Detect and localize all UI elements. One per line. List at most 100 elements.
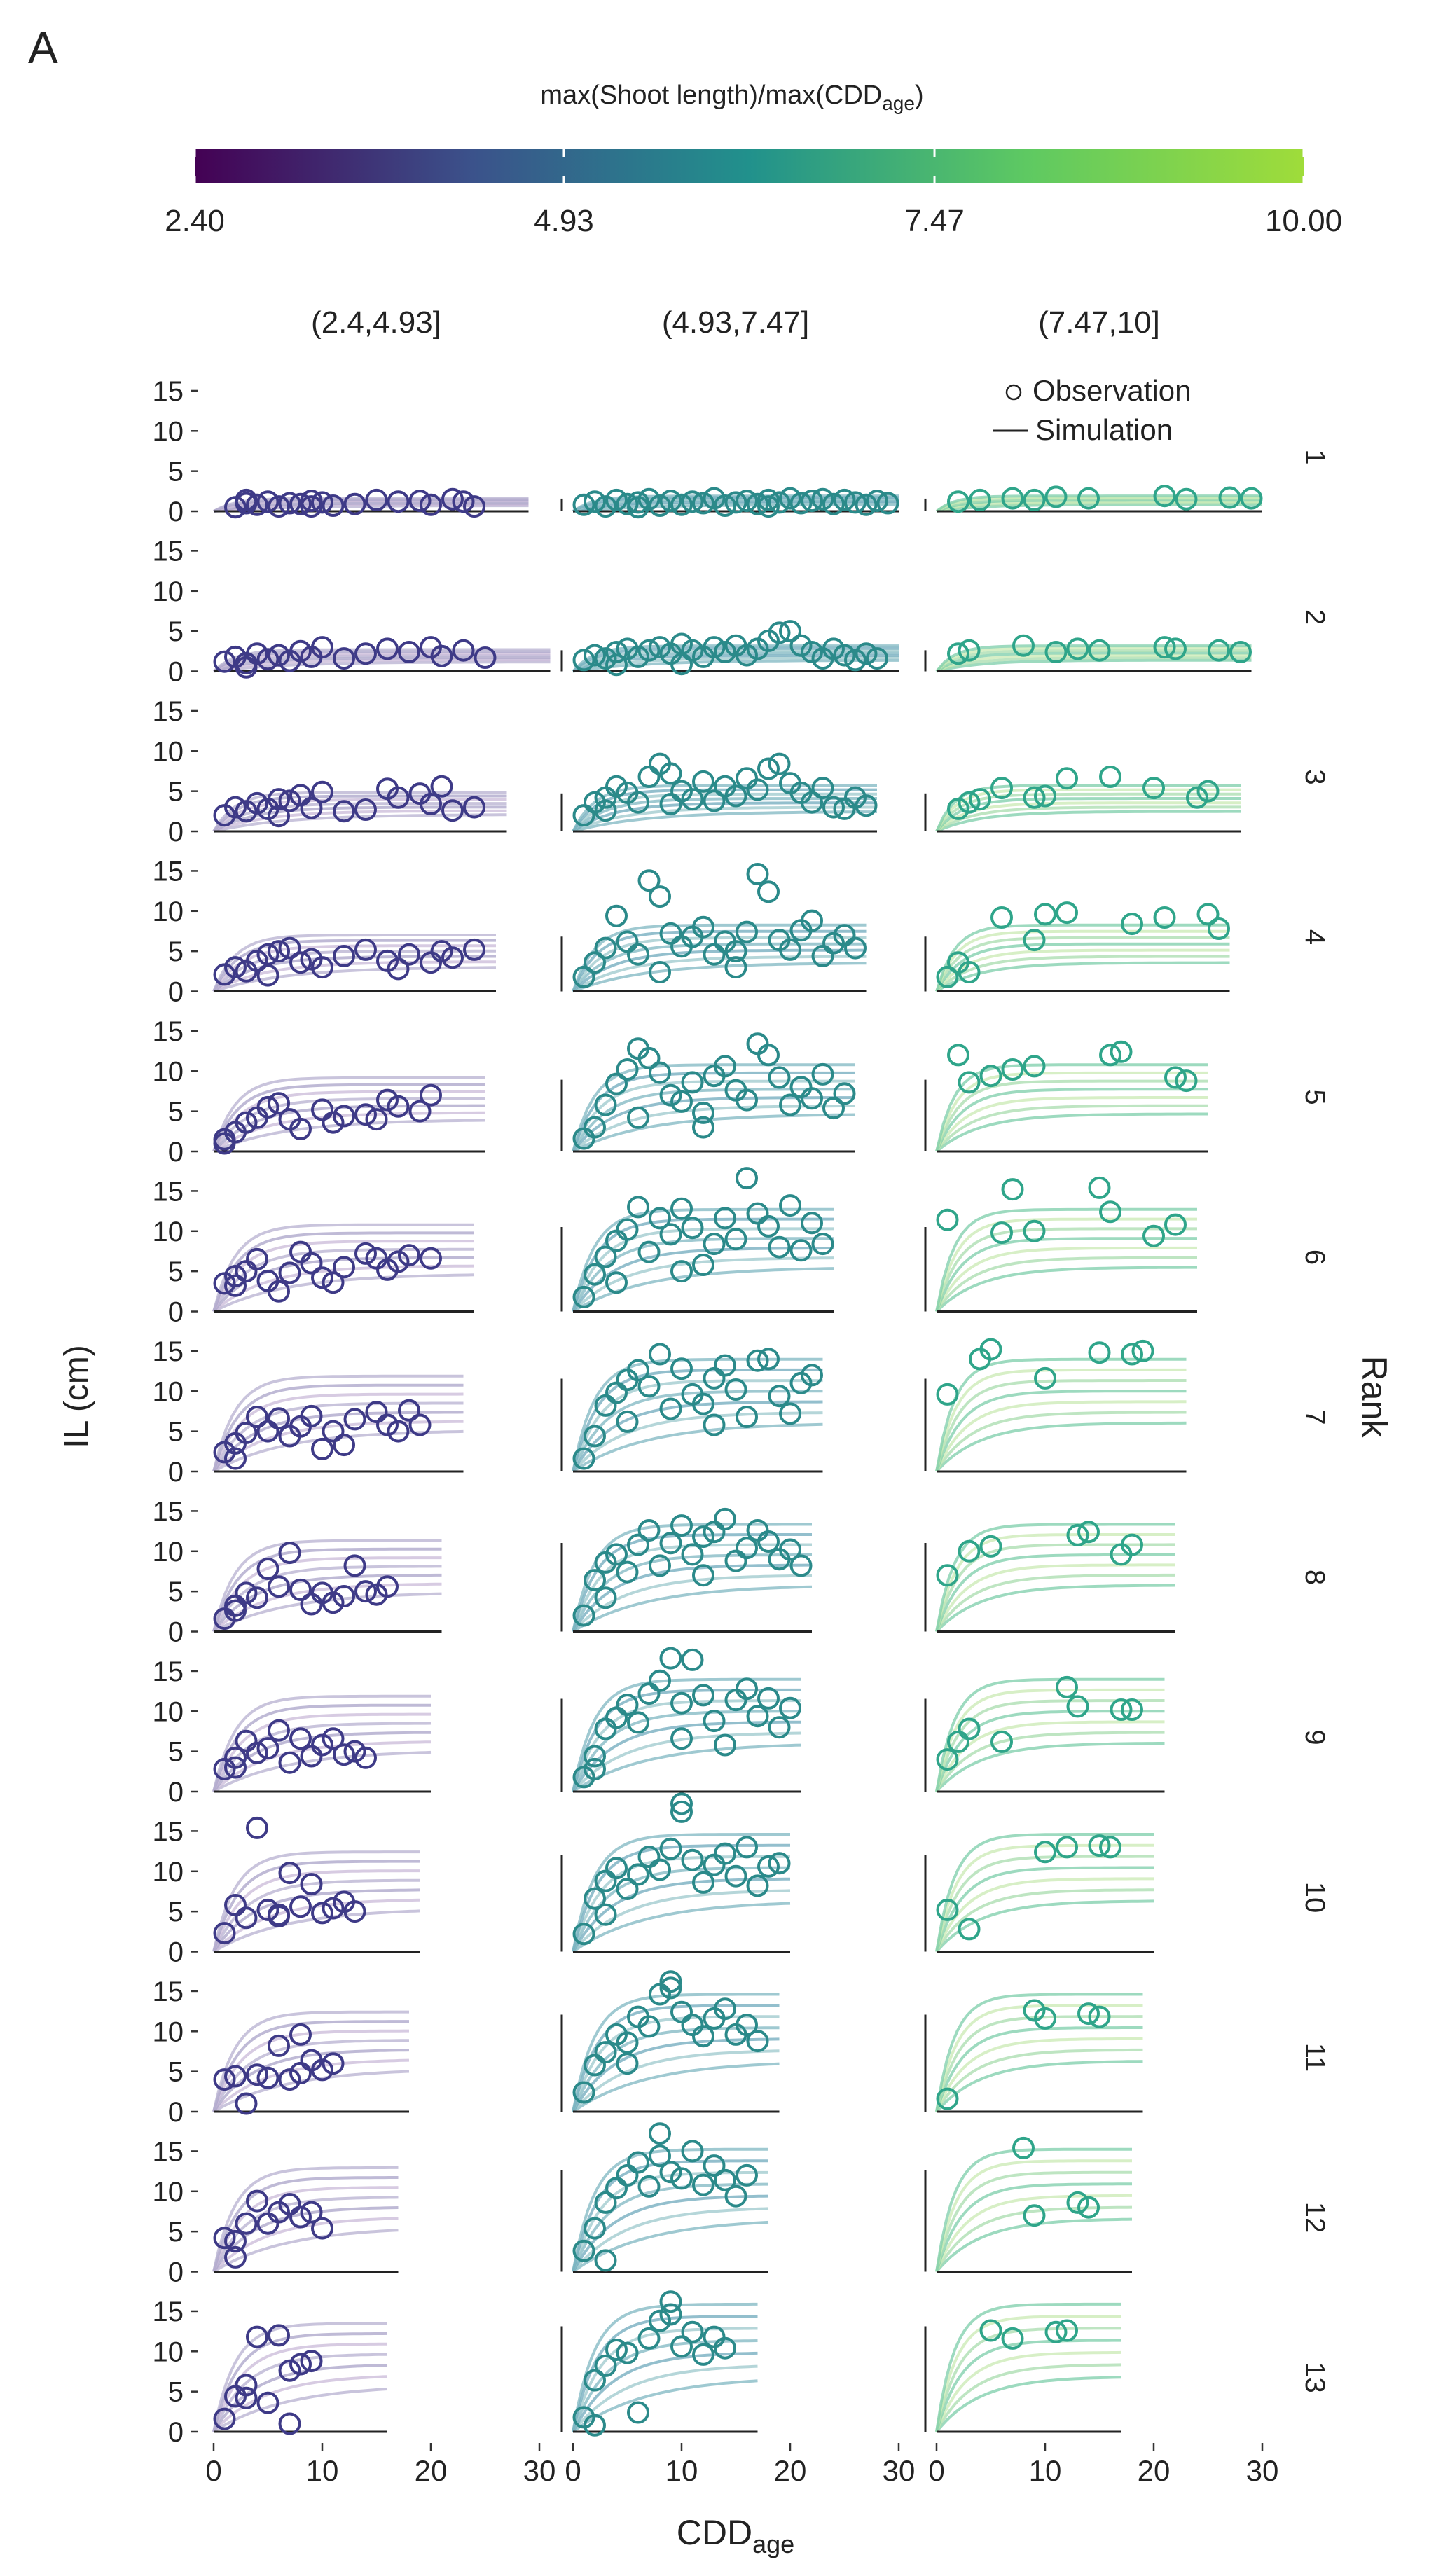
- observation-point: [736, 1537, 758, 1560]
- rank-row-4: 0 5 10 15 4: [153, 856, 1331, 1007]
- observation-point: [584, 1887, 606, 1910]
- colorbar-title-sub: age: [882, 92, 915, 114]
- observation-point: [572, 1447, 595, 1470]
- simulation-curve: [935, 1411, 1187, 1473]
- rank-row-3: 0 5 10 15 3: [153, 696, 1331, 847]
- simulation-curve: [935, 651, 1252, 673]
- observation-point: [278, 2359, 301, 2382]
- rank-row-9: 0 5 10 15 9: [153, 1647, 1330, 1808]
- panel-rank-11-col-3: [924, 1993, 1143, 2113]
- observation-point: [670, 2335, 693, 2358]
- observation-point: [703, 1233, 726, 1256]
- observation-point: [594, 2249, 617, 2272]
- observation-point: [692, 1101, 714, 1124]
- observation-point: [703, 636, 726, 659]
- colorbar-title-main: max(Shoot length)/max(CDD: [540, 81, 882, 110]
- x-tick-label: 10: [665, 2454, 698, 2487]
- observation-point: [936, 1748, 959, 1771]
- observation-point: [746, 1202, 769, 1225]
- observation-point: [311, 1733, 333, 1757]
- observation-point: [1044, 2320, 1068, 2343]
- simulation-curve: [572, 942, 867, 992]
- observation-point: [246, 2063, 268, 2086]
- observation-point: [300, 495, 323, 518]
- observation-point: [224, 1599, 247, 1622]
- simulation-curve: [572, 1677, 801, 1792]
- simulation-curve: [935, 1866, 1154, 1953]
- observation-point: [246, 1586, 268, 1609]
- observation-point: [441, 487, 464, 511]
- simulation-curve: [212, 1256, 474, 1313]
- observation-point: [637, 2327, 661, 2350]
- observation-point: [311, 636, 333, 659]
- observation-point: [311, 1098, 333, 1121]
- simulation-curve: [572, 1833, 790, 1952]
- y-tick-label: 10: [153, 1857, 184, 1888]
- observation-point: [670, 1090, 693, 1113]
- observation-point: [441, 799, 464, 822]
- observation-point: [354, 642, 377, 665]
- observation-point: [343, 1740, 366, 1763]
- observation-point: [958, 961, 981, 983]
- observation-point: [703, 1366, 726, 1390]
- observation-point: [246, 2325, 268, 2348]
- y-tick-label: 10: [153, 1217, 184, 1247]
- observation-point: [594, 1093, 617, 1116]
- observation-point: [1056, 1675, 1078, 1698]
- observation-point: [1034, 784, 1056, 808]
- observation-point: [822, 637, 845, 660]
- observation-point: [605, 641, 628, 663]
- panel-rank-12-col-1: [212, 2166, 399, 2273]
- observation-point: [649, 2122, 671, 2145]
- observation-point: [757, 1348, 780, 1371]
- simulation-curve: [572, 1889, 791, 1953]
- y-tick-label: 15: [153, 2297, 184, 2327]
- observation-point: [692, 2343, 714, 2366]
- simulation-curve: [212, 1850, 420, 1952]
- observation-point: [616, 1058, 639, 1081]
- simulation-curve: [212, 1565, 442, 1633]
- observation-point: [1023, 1055, 1046, 1078]
- observation-point: [224, 1265, 247, 1287]
- observation-point: [1099, 1044, 1121, 1067]
- observation-point: [1034, 1841, 1056, 1864]
- observation-point: [256, 964, 279, 987]
- panel-rank-8-col-1: [212, 1539, 442, 1633]
- observation-point: [1044, 641, 1068, 663]
- simulation-curve: [212, 2020, 409, 2112]
- observation-point: [681, 639, 704, 662]
- observation-point: [670, 2000, 693, 2023]
- observation-point: [376, 637, 399, 660]
- observation-point: [354, 938, 377, 961]
- panel-rank-5-col-3: [924, 1040, 1208, 1153]
- observation-point: [300, 2201, 323, 2224]
- observation-point: [584, 1425, 606, 1448]
- observation-point: [256, 490, 279, 513]
- simulation-curve: [212, 934, 496, 992]
- y-tick-label: 15: [153, 1176, 184, 1207]
- observation-point: [659, 1976, 682, 2000]
- observation-point: [268, 495, 290, 518]
- observation-point: [1023, 1219, 1046, 1242]
- observation-point: [584, 2054, 606, 2077]
- panel-rank-10-col-3: [924, 1833, 1154, 1953]
- panel-rank-9-col-1: [212, 1694, 432, 1793]
- simulation-curve: [935, 1688, 1165, 1792]
- simulation-curve: [572, 1096, 856, 1153]
- simulation-curve: [572, 955, 867, 993]
- observation-point: [1023, 786, 1046, 809]
- panel-rank-2-col-3: [924, 634, 1252, 673]
- observation-point: [256, 1898, 279, 1921]
- observation-point: [876, 492, 899, 515]
- observation-point: [235, 2212, 258, 2235]
- simulation-curve: [935, 2037, 1143, 2112]
- observation-point: [779, 1194, 801, 1217]
- simulation-curve: [935, 1256, 1197, 1313]
- observation-point: [256, 1095, 279, 1119]
- y-tick-label: 10: [153, 1696, 184, 1727]
- simulation-curve: [935, 1731, 1165, 1793]
- observation-point: [343, 492, 366, 515]
- observation-point: [365, 1108, 388, 1131]
- observation-point: [594, 2041, 617, 2064]
- observation-point: [779, 1093, 801, 1116]
